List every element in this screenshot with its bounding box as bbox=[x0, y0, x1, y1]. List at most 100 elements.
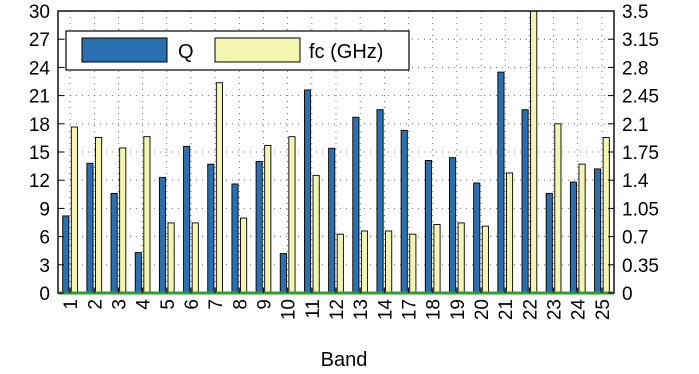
x-tick-label: 23 bbox=[545, 299, 566, 320]
x-tick-label: 18 bbox=[424, 299, 445, 320]
bar-q-23 bbox=[545, 192, 553, 294]
x-tick-label: 19 bbox=[448, 299, 469, 320]
bar-q-25 bbox=[594, 168, 602, 294]
right-tick-label: 2.8 bbox=[622, 58, 648, 79]
x-tick-label: 21 bbox=[496, 299, 517, 320]
bar-q-21 bbox=[497, 71, 505, 294]
x-tick-label: 1 bbox=[61, 299, 82, 310]
x-tick-label: 17 bbox=[400, 299, 421, 320]
left-y-axis: 0 3 6 9 12 15 18 21 24 27 30 bbox=[29, 2, 64, 305]
left-tick-label: 24 bbox=[29, 58, 51, 79]
left-tick-label: 3 bbox=[39, 256, 50, 277]
bar-fc-14 bbox=[385, 230, 393, 294]
left-tick-label: 12 bbox=[29, 171, 50, 192]
bar-q-3 bbox=[110, 192, 118, 294]
bar-fc-23 bbox=[554, 123, 562, 294]
x-tick-label: 22 bbox=[520, 299, 541, 320]
bar-q-19 bbox=[449, 157, 457, 294]
right-tick-label: 1.75 bbox=[622, 143, 659, 164]
right-tick-label: 0 bbox=[622, 284, 633, 305]
left-tick-label: 18 bbox=[29, 115, 50, 136]
left-tick-label: 21 bbox=[29, 87, 50, 108]
left-tick-label: 15 bbox=[29, 143, 50, 164]
left-tick-label: 27 bbox=[29, 30, 50, 51]
bar-q-13 bbox=[352, 116, 360, 294]
bar-q-10 bbox=[279, 253, 287, 294]
right-tick-label: 3.5 bbox=[622, 2, 648, 23]
bar-fc-22 bbox=[530, 10, 538, 294]
bar-q-20 bbox=[473, 182, 481, 294]
legend-swatch-fc bbox=[214, 37, 301, 63]
left-tick-label: 0 bbox=[39, 284, 50, 305]
legend: Q fc (GHz) bbox=[65, 30, 410, 71]
left-tick-label: 30 bbox=[29, 2, 50, 23]
bar-fc-2 bbox=[95, 137, 103, 294]
right-tick-label: 0.7 bbox=[622, 228, 648, 249]
x-tick-label: 6 bbox=[182, 299, 203, 310]
bar-fc-10 bbox=[288, 136, 296, 294]
bar-fc-9 bbox=[264, 145, 272, 294]
bar-fc-13 bbox=[360, 230, 369, 294]
bar-q-5 bbox=[158, 176, 167, 294]
x-tick-label: 4 bbox=[134, 299, 155, 310]
right-tick-label: 2.45 bbox=[622, 87, 659, 108]
x-tick-label: 3 bbox=[109, 299, 130, 310]
x-tick-label: 20 bbox=[472, 299, 493, 320]
bar-q-18 bbox=[424, 160, 432, 294]
bar-fc-7 bbox=[215, 82, 223, 294]
bar-q-11 bbox=[303, 89, 312, 294]
bar-fc-5 bbox=[167, 222, 175, 294]
x-tick-label: 11 bbox=[303, 299, 324, 319]
bar-fc-8 bbox=[240, 217, 248, 294]
right-y-axis: 0 0.35 0.7 1.05 1.4 1.75 2.1 2.45 2.8 3.15 3.5 bbox=[608, 2, 659, 305]
bar-fc-24 bbox=[578, 163, 586, 294]
bar-fc-3 bbox=[119, 147, 127, 294]
x-tick-label: 5 bbox=[158, 299, 179, 310]
x-tick-label: 14 bbox=[375, 299, 396, 321]
bar-fc-6 bbox=[191, 222, 199, 294]
x-axis: 1 2 3 4 5 6 7 8 9 10 11 12 13 14 17 18 19 20 21 22 23 24 25 bbox=[61, 288, 614, 320]
bar-fc-12 bbox=[336, 233, 344, 294]
bar-q-24 bbox=[569, 181, 577, 294]
bar-q-17 bbox=[400, 129, 408, 294]
right-tick-label: 1.4 bbox=[622, 171, 649, 192]
bar-q-2 bbox=[86, 162, 94, 294]
bar-fc-19 bbox=[457, 222, 465, 294]
bar-fc-21 bbox=[505, 172, 514, 294]
right-tick-label: 3.15 bbox=[622, 30, 659, 51]
bars-group bbox=[62, 10, 610, 294]
right-tick-label: 0.35 bbox=[622, 256, 659, 277]
bar-fc-1 bbox=[70, 126, 78, 294]
bar-q-9 bbox=[255, 160, 263, 294]
x-tick-label: 10 bbox=[279, 299, 300, 320]
bar-q-6 bbox=[183, 145, 191, 294]
x-tick-label: 7 bbox=[206, 299, 227, 310]
x-tick-label: 2 bbox=[85, 299, 106, 310]
bar-fc-25 bbox=[602, 137, 610, 294]
bar-fc-17 bbox=[409, 233, 417, 294]
x-tick-label: 9 bbox=[254, 299, 275, 310]
x-tick-label: 24 bbox=[569, 299, 590, 321]
right-tick-label: 1.05 bbox=[622, 199, 659, 220]
x-axis-label: Band bbox=[321, 349, 368, 371]
bar-q-4 bbox=[134, 252, 142, 294]
left-tick-label: 9 bbox=[39, 199, 50, 220]
bar-fc-4 bbox=[143, 136, 151, 294]
bar-q-22 bbox=[521, 109, 529, 294]
bar-q-8 bbox=[231, 183, 239, 294]
legend-label-q: Q bbox=[178, 41, 194, 63]
legend-label-fc: fc (GHz) bbox=[309, 41, 383, 63]
bar-q-12 bbox=[328, 147, 336, 294]
bar-fc-18 bbox=[433, 224, 441, 294]
bar-fc-11 bbox=[312, 174, 320, 294]
x-tick-label: 25 bbox=[593, 299, 614, 320]
left-tick-label: 6 bbox=[39, 228, 50, 249]
x-tick-label: 12 bbox=[327, 299, 348, 320]
x-tick-label: 8 bbox=[230, 299, 251, 310]
bar-q-14 bbox=[376, 109, 384, 294]
bar-q-1 bbox=[62, 215, 70, 294]
bar-fc-20 bbox=[481, 225, 489, 294]
bar-q-7 bbox=[207, 163, 215, 294]
x-tick-label: 13 bbox=[351, 299, 372, 320]
